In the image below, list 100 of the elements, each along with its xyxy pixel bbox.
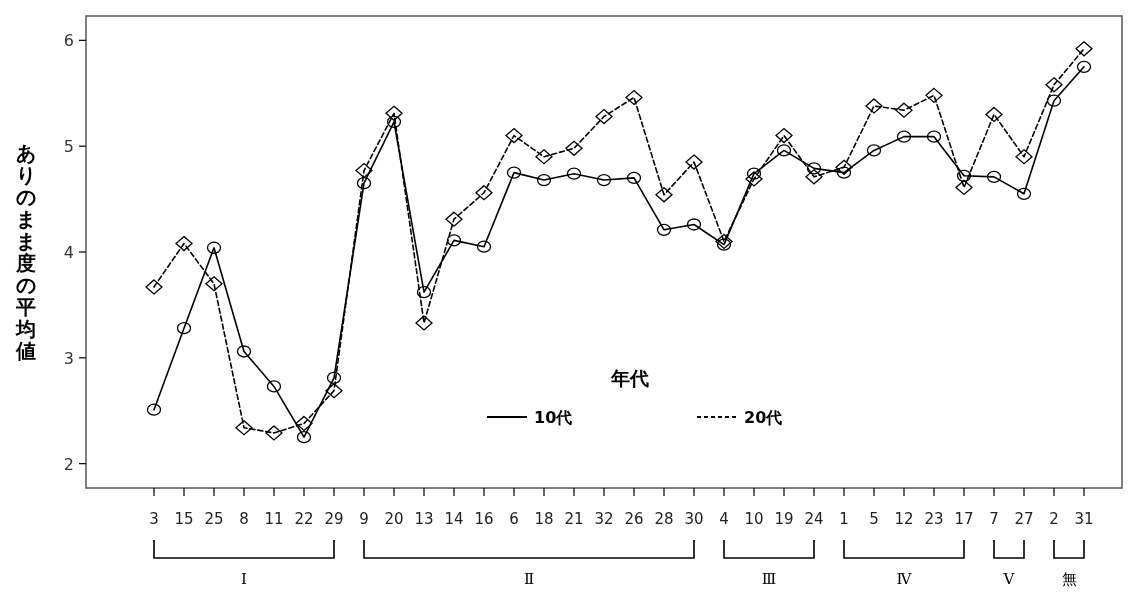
x-tick-label: 8 — [239, 510, 249, 528]
point — [236, 345, 252, 358]
y-tick-label: 6 — [63, 31, 74, 51]
point — [896, 130, 912, 143]
y-tick-label: 2 — [63, 454, 74, 474]
x-tick-label: 31 — [1074, 510, 1094, 528]
point — [146, 403, 162, 416]
x-tick-label: 6 — [509, 510, 519, 528]
x-tick-label: 13 — [414, 510, 434, 528]
point — [625, 89, 643, 106]
point — [415, 315, 433, 331]
point — [895, 102, 913, 118]
x-tick-label: 17 — [954, 510, 974, 528]
point — [446, 234, 462, 247]
x-tick-label: 27 — [1014, 510, 1034, 528]
point — [1075, 41, 1093, 57]
x-tick-label: 9 — [359, 510, 369, 528]
point — [1045, 77, 1063, 93]
point — [1076, 60, 1092, 73]
point — [265, 425, 283, 441]
legend-label: 20代 — [744, 408, 783, 427]
point — [235, 420, 253, 436]
x-tick-label: 1 — [839, 510, 849, 528]
text: 無 — [1061, 570, 1077, 588]
point — [955, 179, 973, 196]
point — [505, 127, 523, 144]
point — [295, 415, 313, 432]
x-tick-label: 23 — [924, 510, 944, 528]
point — [565, 140, 583, 156]
point — [536, 173, 552, 187]
point — [776, 144, 792, 157]
x-tick-label: 24 — [804, 510, 824, 528]
point — [746, 167, 762, 180]
point — [535, 149, 553, 165]
point — [416, 286, 432, 299]
x-tick-label: 4 — [719, 510, 729, 528]
x-tick-label: 19 — [774, 510, 794, 528]
point — [205, 276, 223, 292]
point — [355, 162, 373, 179]
x-tick-label: 2 — [1049, 510, 1059, 528]
point — [176, 322, 192, 335]
point — [985, 106, 1003, 123]
point — [925, 87, 943, 104]
point — [775, 127, 793, 144]
point — [595, 108, 613, 125]
point — [266, 380, 282, 393]
point — [206, 241, 222, 254]
point — [445, 211, 463, 227]
x-tick-label: 5 — [869, 510, 879, 528]
point — [836, 166, 852, 179]
x-tick-label: 12 — [894, 510, 914, 528]
x-tick-label: 28 — [654, 510, 674, 528]
x-tick-label: 3 — [149, 510, 159, 528]
point — [325, 382, 343, 399]
point — [145, 279, 163, 295]
x-tick-label: 20 — [384, 510, 404, 528]
x-tick-label: 25 — [204, 510, 224, 528]
x-tick-label: 7 — [989, 510, 999, 528]
x-tick-label: 26 — [624, 510, 644, 528]
x-tick-label: 11 — [264, 510, 284, 528]
point — [1016, 187, 1032, 200]
x-tick-label: 22 — [294, 510, 314, 528]
legend-title: 年代 — [610, 367, 649, 389]
x-tick-label: 21 — [564, 510, 584, 528]
text: Ⅲ — [761, 570, 777, 588]
point — [716, 238, 732, 251]
point — [356, 177, 372, 190]
point — [626, 171, 642, 185]
point — [806, 162, 822, 175]
point — [685, 154, 703, 170]
point — [865, 98, 883, 114]
point — [715, 233, 733, 250]
point — [385, 105, 403, 122]
point — [835, 159, 853, 175]
point — [566, 167, 582, 180]
x-tick-label: 32 — [594, 510, 614, 528]
text: Ⅱ — [523, 570, 535, 588]
point — [1046, 94, 1062, 107]
text: Ⅰ — [241, 570, 248, 588]
point — [506, 166, 522, 179]
point — [296, 431, 312, 444]
point — [926, 130, 942, 143]
point — [686, 218, 702, 231]
x-tick-label: 15 — [174, 510, 194, 528]
point — [475, 185, 493, 201]
point — [745, 171, 763, 187]
point — [956, 169, 972, 182]
point — [656, 223, 672, 236]
y-tick-label: 3 — [63, 348, 74, 368]
x-tick-label: 30 — [684, 510, 704, 528]
point — [476, 240, 492, 253]
x-tick-label: 18 — [534, 510, 554, 528]
point — [596, 173, 612, 187]
text: Ⅴ — [1002, 570, 1016, 588]
legend-label: 10代 — [534, 408, 573, 427]
point — [175, 235, 193, 252]
text: ありのまま度の平均値 — [16, 141, 36, 363]
point — [655, 187, 673, 203]
x-tick-label: 16 — [474, 510, 494, 528]
point — [386, 115, 402, 128]
